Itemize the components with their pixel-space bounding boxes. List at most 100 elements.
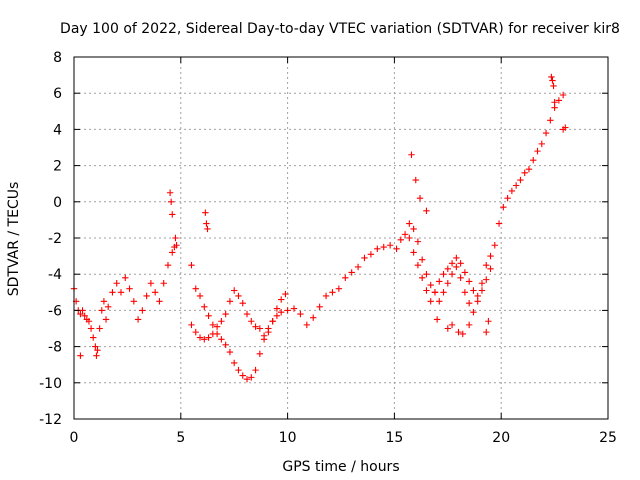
data-point (79, 307, 86, 314)
data-point (248, 374, 255, 381)
data-point (410, 225, 417, 233)
data-point (457, 274, 464, 282)
data-point (160, 280, 167, 287)
y-tick-label: 4 (53, 122, 62, 138)
data-point (406, 220, 413, 227)
data-point (418, 256, 426, 263)
data-point (414, 238, 422, 245)
data-point (406, 234, 413, 242)
data-point (218, 336, 225, 343)
data-point (457, 260, 464, 267)
series-sdtvar (70, 91, 567, 383)
data-point (243, 310, 251, 318)
data-point (562, 124, 569, 131)
data-point (205, 312, 212, 320)
data-point (169, 249, 176, 256)
data-point (85, 318, 93, 325)
data-point (130, 298, 138, 305)
data-point (483, 261, 490, 269)
x-tick-label: 5 (176, 430, 185, 446)
data-point (478, 280, 486, 287)
y-tick-label: 0 (53, 195, 62, 211)
data-point (81, 312, 88, 320)
data-point (485, 318, 492, 325)
data-point (414, 261, 422, 269)
y-tick-label: -8 (48, 340, 62, 356)
data-point (525, 166, 533, 173)
data-point (559, 91, 567, 99)
data-point (483, 328, 490, 336)
data-point (329, 289, 336, 296)
data-point (508, 187, 516, 195)
data-point (126, 285, 133, 292)
data-point (102, 316, 110, 323)
data-point (478, 287, 486, 294)
data-point (269, 318, 276, 325)
data-point (143, 292, 150, 300)
data-point (470, 287, 477, 294)
data-point (169, 211, 176, 218)
data-point (226, 298, 234, 305)
data-point (547, 117, 554, 124)
data-point (243, 375, 251, 383)
data-point (465, 321, 473, 329)
data-point (87, 325, 95, 332)
data-point (455, 328, 462, 336)
data-point (444, 325, 451, 332)
data-point (265, 328, 272, 336)
y-tick-label: 2 (53, 159, 62, 175)
data-point (231, 287, 238, 294)
data-point (335, 285, 343, 292)
data-point (201, 303, 208, 310)
data-point (491, 242, 498, 249)
data-point (167, 198, 175, 205)
data-point (427, 298, 434, 305)
data-point (109, 289, 116, 296)
data-point (436, 278, 443, 285)
data-point (461, 289, 469, 296)
data-point (316, 303, 323, 310)
data-point (104, 303, 112, 310)
data-point (235, 366, 242, 374)
data-point (156, 298, 163, 305)
data-point (465, 299, 473, 307)
data-point (548, 73, 555, 81)
data-point (342, 274, 349, 282)
data-point (495, 220, 503, 227)
data-point (487, 252, 494, 260)
y-tick-label: 8 (53, 50, 62, 66)
data-point (92, 343, 99, 350)
data-point (256, 325, 264, 332)
data-point (448, 271, 456, 278)
data-point (203, 220, 210, 227)
data-point (470, 309, 477, 316)
data-point (367, 251, 375, 258)
data-point (139, 307, 146, 314)
data-point (222, 341, 229, 348)
data-point (517, 176, 524, 184)
data-point (549, 77, 556, 84)
data-point (192, 285, 199, 292)
y-tick-label: -12 (39, 412, 62, 428)
data-point (380, 243, 387, 251)
grid-lines (74, 57, 608, 419)
data-point (134, 316, 142, 323)
data-point (188, 261, 195, 269)
data-point (282, 290, 289, 298)
data-point (436, 298, 443, 305)
data-point (100, 298, 108, 305)
data-point (209, 321, 217, 329)
data-point (459, 330, 466, 338)
data-point (322, 292, 330, 300)
data-point (222, 310, 229, 318)
x-axis-label: GPS time / hours (282, 459, 399, 475)
y-tick-label: 6 (53, 86, 62, 102)
data-point (474, 298, 481, 305)
data-point (113, 280, 120, 287)
data-point (166, 189, 174, 196)
data-point (444, 280, 451, 287)
data-point (231, 359, 238, 367)
data-point (209, 330, 217, 338)
y-tick-label: -6 (48, 303, 62, 319)
data-point (487, 265, 494, 272)
